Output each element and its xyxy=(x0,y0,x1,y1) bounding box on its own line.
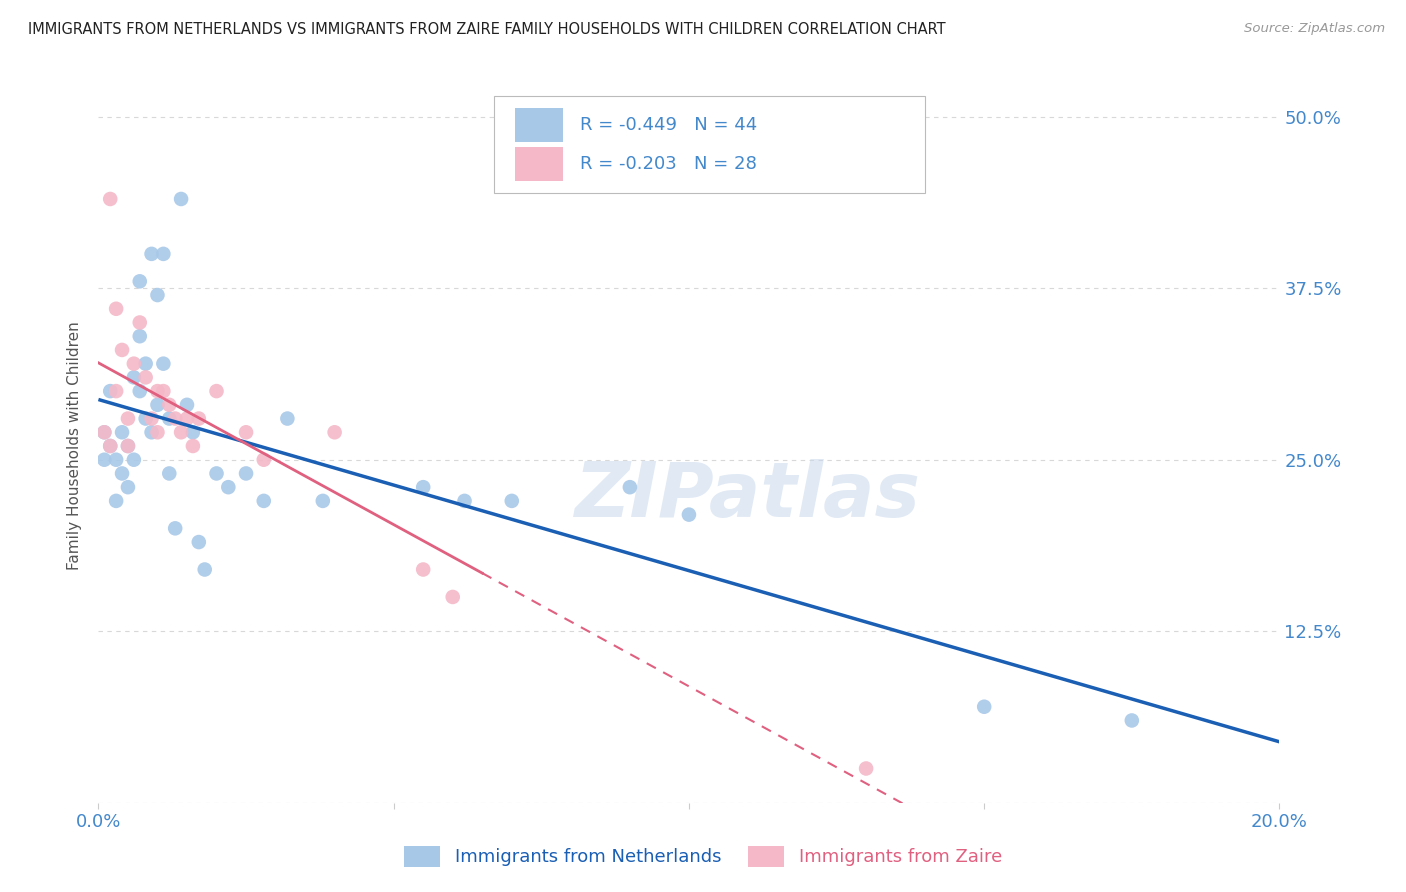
Point xyxy=(135,370,157,384)
Text: ZIPatlas: ZIPatlas xyxy=(575,459,921,533)
Point xyxy=(855,762,877,776)
Point xyxy=(157,467,180,481)
Point xyxy=(1121,714,1143,728)
Text: R = -0.203   N = 28: R = -0.203 N = 28 xyxy=(581,155,758,173)
Point xyxy=(146,425,169,440)
Point xyxy=(253,494,276,508)
Point xyxy=(235,425,257,440)
Point xyxy=(93,425,115,440)
Point xyxy=(141,425,163,440)
Point xyxy=(453,494,475,508)
Point xyxy=(93,452,115,467)
Text: Source: ZipAtlas.com: Source: ZipAtlas.com xyxy=(1244,22,1385,36)
Point xyxy=(152,247,174,261)
Point xyxy=(117,480,139,494)
Point xyxy=(217,480,239,494)
Point xyxy=(98,439,121,453)
Point xyxy=(128,384,150,398)
Point xyxy=(312,494,335,508)
Point xyxy=(253,452,276,467)
Legend: Immigrants from Netherlands, Immigrants from Zaire: Immigrants from Netherlands, Immigrants … xyxy=(396,838,1010,874)
Point xyxy=(146,288,169,302)
Point xyxy=(111,425,134,440)
Point xyxy=(412,562,434,576)
Point xyxy=(157,411,180,425)
Point xyxy=(111,343,134,357)
Point xyxy=(170,425,193,440)
Point xyxy=(157,398,180,412)
Point xyxy=(194,562,217,576)
Point xyxy=(122,452,145,467)
Point xyxy=(117,439,139,453)
Point xyxy=(98,192,121,206)
Point xyxy=(135,357,157,371)
Point xyxy=(187,411,209,425)
Point xyxy=(111,467,134,481)
Point xyxy=(93,425,115,440)
Point xyxy=(117,411,139,425)
Point xyxy=(128,316,150,330)
Point xyxy=(152,384,174,398)
FancyBboxPatch shape xyxy=(516,108,562,142)
Point xyxy=(973,699,995,714)
Point xyxy=(105,384,128,398)
Point xyxy=(235,467,257,481)
FancyBboxPatch shape xyxy=(516,147,562,181)
Point xyxy=(205,384,228,398)
Point xyxy=(501,494,523,508)
Point xyxy=(276,411,298,425)
Point xyxy=(141,411,163,425)
Point xyxy=(205,467,228,481)
Point xyxy=(323,425,346,440)
Point xyxy=(187,535,209,549)
Point xyxy=(146,398,169,412)
Text: IMMIGRANTS FROM NETHERLANDS VS IMMIGRANTS FROM ZAIRE FAMILY HOUSEHOLDS WITH CHIL: IMMIGRANTS FROM NETHERLANDS VS IMMIGRANT… xyxy=(28,22,946,37)
Point xyxy=(441,590,464,604)
Point xyxy=(152,357,174,371)
Point xyxy=(412,480,434,494)
Point xyxy=(165,411,187,425)
Point xyxy=(105,452,128,467)
Point xyxy=(181,439,204,453)
Point xyxy=(176,398,198,412)
Point xyxy=(98,439,121,453)
Point xyxy=(146,384,169,398)
Point xyxy=(128,329,150,343)
Point xyxy=(135,411,157,425)
Y-axis label: Family Households with Children: Family Households with Children xyxy=(67,322,83,570)
Point xyxy=(122,370,145,384)
Point xyxy=(619,480,641,494)
Point xyxy=(678,508,700,522)
Point xyxy=(128,274,150,288)
Point xyxy=(170,192,193,206)
Point xyxy=(165,521,187,535)
Point xyxy=(141,247,163,261)
Point xyxy=(98,384,121,398)
Point xyxy=(181,425,204,440)
Point xyxy=(176,411,198,425)
Point xyxy=(117,439,139,453)
Point xyxy=(105,301,128,316)
FancyBboxPatch shape xyxy=(494,96,925,193)
Point xyxy=(122,357,145,371)
Point xyxy=(105,494,128,508)
Text: R = -0.449   N = 44: R = -0.449 N = 44 xyxy=(581,116,758,134)
